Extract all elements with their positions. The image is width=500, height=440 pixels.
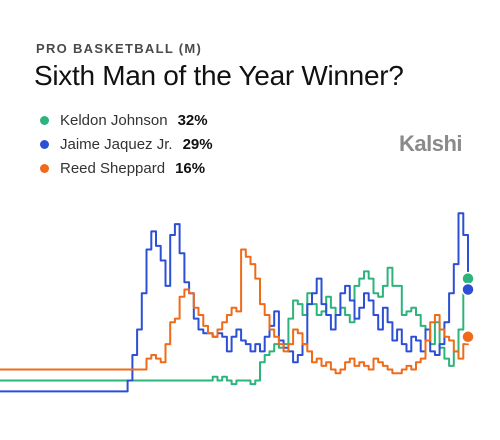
legend-dot-reed-sheppard <box>40 163 49 173</box>
market-title: Sixth Man of the Year Winner? <box>34 60 404 91</box>
legend-name: Keldon Johnson <box>60 111 168 129</box>
series-line-keldon-johnson <box>0 266 469 386</box>
legend-percent: 29% <box>182 135 213 153</box>
series-line-reed-sheppard <box>0 248 469 375</box>
series-line-jaime-jaquez-jr <box>0 212 469 393</box>
legend-name: Jaime Jaquez Jr. <box>60 135 173 153</box>
legend-dot-keldon-johnson <box>40 115 49 125</box>
legend-item-keldon-johnson: Keldon Johnson 32% <box>40 108 213 132</box>
legend-name: Reed Sheppard <box>60 159 166 177</box>
legend-item-reed-sheppard: Reed Sheppard 16% <box>40 156 213 180</box>
legend-percent: 32% <box>177 111 208 129</box>
chart-legend: Keldon Johnson 32% Jaime Jaquez Jr. 29% … <box>40 108 213 180</box>
end-marker-jaime-jaquez-jr <box>461 282 475 297</box>
legend-percent: 16% <box>175 159 206 177</box>
end-marker-reed-sheppard <box>461 330 475 344</box>
market-category: PRO BASKETBALL (M) <box>36 41 203 56</box>
kalshi-logo: Kalshi <box>399 131 463 156</box>
legend-item-jaime-jaquez: Jaime Jaquez Jr. 29% <box>40 132 213 156</box>
legend-dot-jaime-jaquez <box>40 139 49 149</box>
